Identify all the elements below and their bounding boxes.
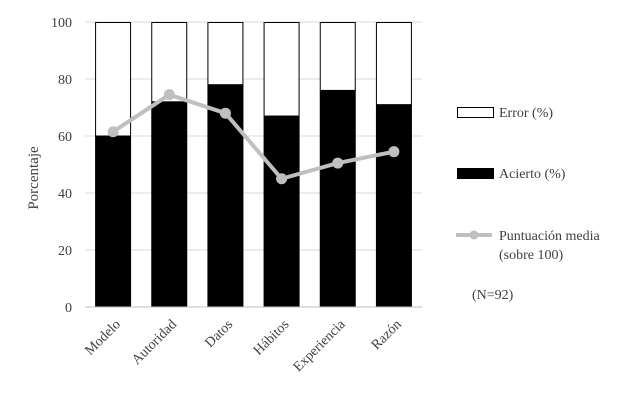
legend-label-mean-line2: (sobre 100) bbox=[499, 248, 563, 263]
bar-acierto bbox=[319, 90, 356, 308]
mean-point bbox=[107, 126, 119, 138]
legend-swatch-mean-marker bbox=[469, 230, 479, 240]
x-tick-label: Razón bbox=[369, 317, 405, 353]
x-tick-label: Modelo bbox=[83, 317, 124, 358]
x-tick-label: Datos bbox=[203, 317, 237, 351]
bar-error bbox=[263, 22, 300, 117]
gridlines bbox=[85, 21, 422, 251]
mean-point bbox=[219, 107, 231, 119]
bar-acierto bbox=[151, 101, 188, 307]
mean-point bbox=[276, 173, 288, 185]
x-tick-label: Autoridad bbox=[129, 317, 180, 368]
bar-error bbox=[319, 22, 356, 91]
x-tick-label: Experiencia bbox=[291, 317, 349, 375]
mean-point bbox=[388, 146, 400, 158]
bar-error bbox=[207, 22, 244, 86]
y-tick-label: 40 bbox=[58, 187, 72, 202]
legend-label-error: Error (%) bbox=[499, 106, 553, 121]
legend: Error (%) Acierto (%) Puntuación media (… bbox=[456, 106, 600, 303]
y-tick-label: 100 bbox=[51, 16, 72, 31]
mean-point bbox=[163, 89, 175, 101]
bar-error bbox=[375, 22, 412, 106]
legend-swatch-acierto bbox=[457, 168, 494, 179]
y-tick-label: 20 bbox=[58, 244, 72, 259]
legend-swatch-error bbox=[457, 107, 494, 118]
mean-line-path bbox=[111, 92, 395, 181]
mean-point bbox=[332, 157, 344, 169]
bars bbox=[95, 22, 412, 308]
y-axis-label: Porcentaje bbox=[26, 146, 42, 210]
legend-label-mean-line1: Puntuación media bbox=[499, 229, 600, 244]
x-tick-label: Hábitos bbox=[251, 317, 292, 358]
legend-label-acierto: Acierto (%) bbox=[499, 167, 566, 182]
bar-error bbox=[95, 22, 132, 137]
bar-acierto bbox=[95, 136, 132, 307]
y-tick-label: 80 bbox=[58, 73, 72, 88]
bar-acierto bbox=[375, 104, 412, 308]
bar-acierto bbox=[263, 116, 300, 307]
y-tick-label: 0 bbox=[65, 301, 72, 316]
y-tick-label: 60 bbox=[58, 130, 72, 145]
sample-size-note: (N=92) bbox=[472, 288, 514, 303]
mean-score-line bbox=[107, 89, 400, 185]
bar-error bbox=[151, 22, 188, 103]
bar-acierto bbox=[207, 84, 244, 307]
